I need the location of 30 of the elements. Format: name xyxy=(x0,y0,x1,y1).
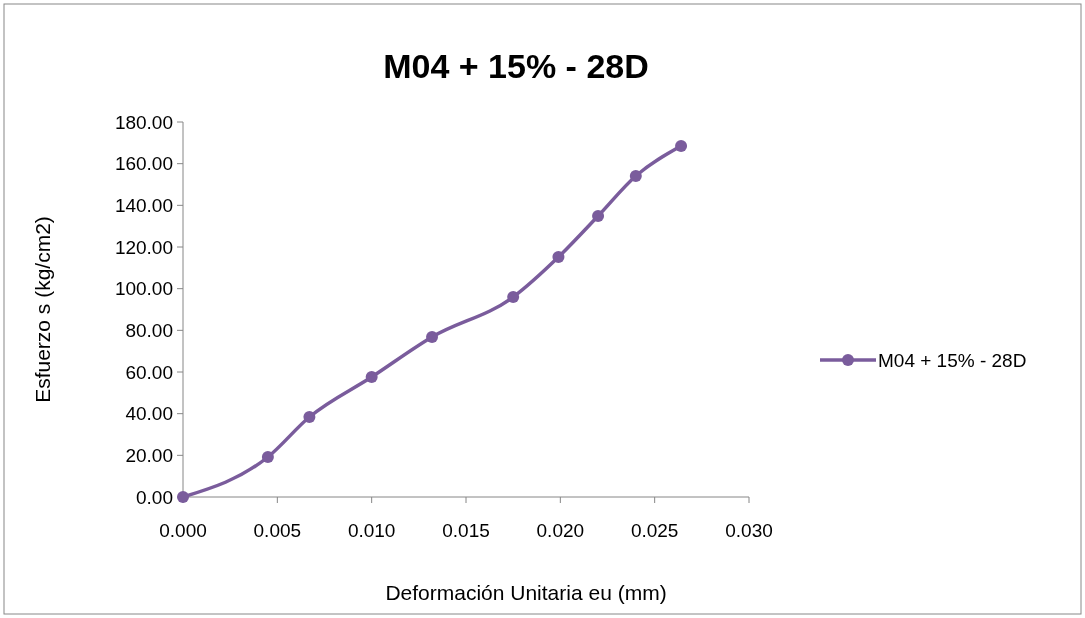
point xyxy=(303,411,316,423)
y-tick-label: 20.00 xyxy=(125,444,173,466)
y-tick-label: 160.00 xyxy=(114,153,173,175)
y-axis-title: Esfuerzo s (kg/cm2) xyxy=(31,216,54,403)
y-tick-label: 100.00 xyxy=(114,278,173,300)
x-tick-label: 0.020 xyxy=(536,520,585,541)
y-tick-label: 120.00 xyxy=(114,236,173,258)
y-tick-label: 140.00 xyxy=(114,194,173,216)
legend-label: M04 + 15% - 28D xyxy=(878,349,1027,371)
point xyxy=(261,451,274,463)
point xyxy=(365,371,378,383)
y-tick-label: 80.00 xyxy=(125,319,173,341)
point xyxy=(507,291,520,303)
x-tick-label: 0.030 xyxy=(725,520,773,541)
y-tick-label: 40.00 xyxy=(125,403,173,425)
point xyxy=(629,169,642,182)
x-axis-title: Deformación Unitaria eu (mm) xyxy=(385,581,667,604)
point xyxy=(592,209,605,222)
point xyxy=(675,139,688,152)
x-tick-label: 0.005 xyxy=(253,520,302,541)
point xyxy=(552,251,565,263)
x-tick-label: 0.010 xyxy=(347,520,396,541)
y-tick-label: 180.00 xyxy=(114,111,173,133)
point xyxy=(426,331,439,343)
chart-title: M04 + 15% - 28D xyxy=(383,47,649,85)
x-tick-label: 0.025 xyxy=(630,520,679,541)
x-tick-label: 0.015 xyxy=(442,520,490,541)
y-tick-label: 60.00 xyxy=(125,361,173,383)
y-tick-label: 0.00 xyxy=(136,486,173,508)
x-tick-label: 0.000 xyxy=(159,520,207,541)
